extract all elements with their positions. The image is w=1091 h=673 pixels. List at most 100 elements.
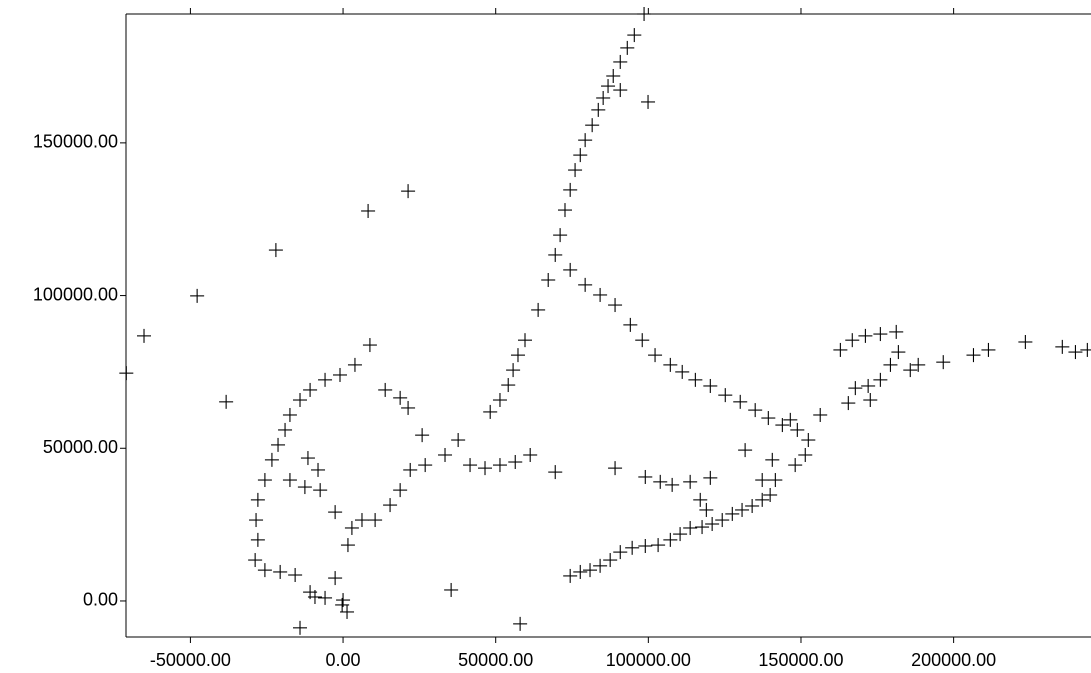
marker: [663, 357, 678, 372]
marker: [638, 538, 653, 553]
marker: [318, 372, 333, 387]
y-tick-label: 100000.00: [33, 284, 118, 304]
marker: [328, 505, 343, 520]
marker: [858, 328, 873, 343]
marker: [738, 443, 753, 458]
marker: [1018, 334, 1033, 349]
marker: [703, 470, 718, 485]
marker: [523, 447, 538, 462]
marker: [863, 393, 878, 408]
marker: [848, 381, 863, 396]
marker: [578, 277, 593, 292]
marker: [271, 437, 286, 452]
marker: [665, 477, 680, 492]
marker: [300, 451, 315, 466]
marker: [981, 342, 996, 357]
marker: [903, 363, 918, 378]
marker: [510, 348, 525, 363]
marker: [293, 393, 308, 408]
marker: [651, 538, 666, 553]
marker: [273, 564, 288, 579]
marker: [573, 564, 588, 579]
marker: [783, 412, 798, 427]
marker: [608, 298, 623, 313]
y-tick-label: 0.00: [83, 590, 118, 610]
marker: [638, 469, 653, 484]
marker: [648, 348, 663, 363]
marker: [451, 433, 466, 448]
y-tick-label: 50000.00: [43, 437, 118, 457]
x-tick-label: 0.00: [326, 650, 361, 670]
marker: [335, 597, 350, 612]
marker: [303, 382, 318, 397]
marker: [508, 455, 523, 470]
marker: [755, 492, 770, 507]
marker: [354, 513, 369, 528]
marker: [444, 582, 459, 597]
marker: [663, 532, 678, 547]
marker: [557, 203, 572, 218]
marker: [715, 513, 730, 528]
marker: [568, 163, 583, 178]
marker: [578, 133, 593, 148]
marker: [368, 513, 383, 528]
marker: [748, 403, 763, 418]
marker: [585, 118, 600, 133]
marker: [340, 538, 355, 553]
marker: [733, 394, 748, 409]
marker: [393, 483, 408, 498]
marker: [788, 458, 803, 473]
marker: [675, 364, 690, 379]
marker: [531, 302, 546, 317]
marker: [548, 465, 563, 480]
marker: [328, 571, 343, 586]
marker: [790, 422, 805, 437]
marker: [625, 540, 640, 555]
marker: [415, 428, 430, 443]
marker: [478, 461, 493, 476]
marker: [344, 520, 359, 535]
marker: [378, 382, 393, 397]
marker: [683, 520, 698, 535]
marker: [293, 620, 308, 635]
marker: [257, 473, 272, 488]
marker: [307, 589, 322, 604]
marker: [693, 492, 708, 507]
marker: [553, 228, 568, 243]
marker: [613, 545, 628, 560]
marker: [695, 520, 710, 535]
marker: [613, 54, 628, 69]
marker: [282, 473, 297, 488]
marker: [735, 502, 750, 517]
marker: [593, 558, 608, 573]
marker: [873, 372, 888, 387]
marker: [264, 452, 279, 467]
marker: [591, 102, 606, 117]
marker: [703, 378, 718, 393]
marker: [501, 378, 516, 393]
marker: [593, 287, 608, 302]
x-tick-label: 50000.00: [458, 650, 533, 670]
marker: [1080, 342, 1091, 357]
marker: [318, 590, 333, 605]
marker: [563, 568, 578, 583]
marker: [563, 182, 578, 197]
marker: [891, 345, 906, 360]
marker: [699, 502, 714, 517]
marker: [333, 367, 348, 382]
marker: [513, 616, 528, 631]
marker: [637, 7, 652, 21]
marker: [813, 407, 828, 422]
marker: [257, 563, 272, 578]
marker: [841, 396, 856, 411]
marker: [190, 288, 205, 303]
marker: [745, 498, 760, 513]
x-tick-label: 150000.00: [758, 650, 843, 670]
marker: [219, 394, 234, 409]
marker: [541, 272, 556, 287]
marker: [936, 355, 951, 370]
marker: [683, 474, 698, 489]
marker: [761, 411, 776, 426]
marker: [889, 324, 904, 339]
marker: [403, 462, 418, 477]
